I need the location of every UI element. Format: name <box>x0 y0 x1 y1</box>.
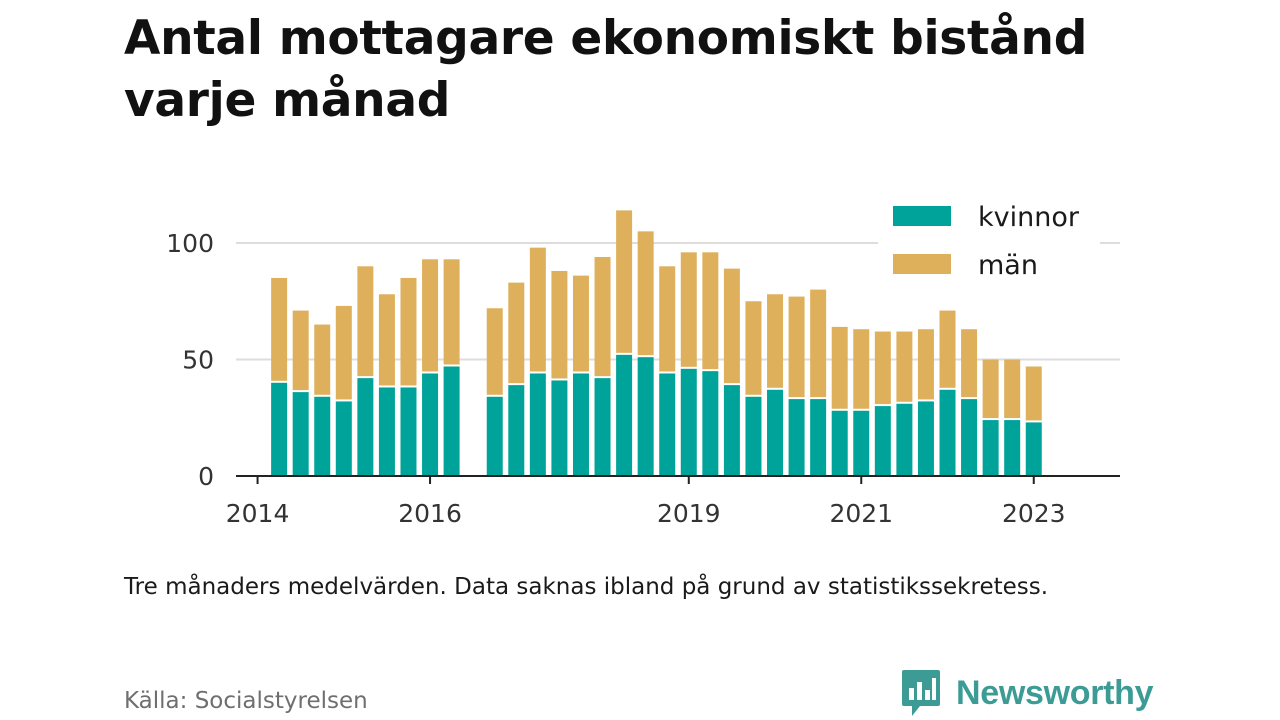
bar-kvinnor <box>831 410 848 476</box>
bar-kvinnor <box>1025 422 1042 476</box>
legend: kvinnor män <box>878 192 1100 288</box>
x-tick-label: 2021 <box>829 499 893 528</box>
bar-kvinnor <box>810 399 827 476</box>
bar-man <box>723 268 740 384</box>
bar-kvinnor <box>659 373 676 476</box>
x-tick-label: 2019 <box>657 499 721 528</box>
bar-man <box>443 259 460 365</box>
bar-man <box>810 289 827 398</box>
bar-man <box>508 282 525 384</box>
bar-kvinnor <box>896 403 913 476</box>
y-tick-label: 0 <box>198 462 214 491</box>
bar-kvinnor <box>767 389 784 476</box>
bar-kvinnor <box>292 392 309 476</box>
bar-kvinnor <box>982 420 999 476</box>
bar-kvinnor <box>939 389 956 476</box>
newsworthy-logo-icon <box>902 670 940 716</box>
bar-kvinnor <box>508 385 525 476</box>
bar-kvinnor <box>314 396 331 476</box>
bar-man <box>831 326 848 409</box>
bar-man <box>1025 366 1042 421</box>
bar-man <box>529 247 546 372</box>
legend-swatch <box>893 206 951 226</box>
bar-chart: 0 50 100 2014 2016 2019 2021 2023 kvinnor män <box>166 192 1120 528</box>
bar-kvinnor <box>422 373 439 476</box>
bar-kvinnor <box>271 382 288 476</box>
bar-kvinnor <box>551 380 568 476</box>
bar-kvinnor <box>1004 420 1021 476</box>
brand-name: Newsworthy <box>956 673 1154 712</box>
bar-man <box>551 270 568 379</box>
bar-man <box>271 277 288 381</box>
bar-kvinnor <box>723 385 740 476</box>
bar-kvinnor <box>788 399 805 476</box>
bar-man <box>745 301 762 395</box>
bar-kvinnor <box>572 373 589 476</box>
chart-note: Tre månaders medelvärden. Data saknas ib… <box>124 574 1049 600</box>
bar-man <box>292 310 309 391</box>
bar-kvinnor <box>637 357 654 476</box>
bar-man <box>896 331 913 402</box>
chart-title: Antal mottagare ekonomiskt bistånd varje… <box>124 11 1088 128</box>
bar-kvinnor <box>335 401 352 476</box>
bar-kvinnor <box>486 396 503 476</box>
bar-man <box>357 266 374 377</box>
bar-man <box>572 275 589 372</box>
bar-man <box>594 256 611 377</box>
bar-kvinnor <box>917 401 934 476</box>
bar-man <box>616 210 633 353</box>
y-tick-label: 50 <box>182 346 214 375</box>
bar-kvinnor <box>961 399 978 476</box>
bar-kvinnor <box>529 373 546 476</box>
bar-kvinnor <box>853 410 870 476</box>
bar-man <box>637 231 654 356</box>
legend-label: män <box>978 250 1038 281</box>
bar-kvinnor <box>745 396 762 476</box>
bar-man <box>422 259 439 372</box>
bar-man <box>335 305 352 400</box>
bar-man <box>486 308 503 395</box>
x-tick-label: 2014 <box>226 499 290 528</box>
bar-man <box>400 277 417 386</box>
bar-kvinnor <box>378 387 395 476</box>
bar-man <box>917 329 934 400</box>
bar-man <box>874 331 891 405</box>
bar-kvinnor <box>357 378 374 476</box>
bar-man <box>680 252 697 367</box>
x-tick-label: 2023 <box>1002 499 1066 528</box>
bar-kvinnor <box>594 378 611 476</box>
bar-man <box>1004 359 1021 419</box>
bar-man <box>378 294 395 386</box>
bar-kvinnor <box>616 354 633 476</box>
bars <box>271 210 1042 476</box>
bar-kvinnor <box>702 371 719 476</box>
bar-man <box>788 296 805 398</box>
brand-logo[interactable]: Newsworthy <box>900 668 1154 718</box>
bar-man <box>982 359 999 419</box>
bar-man <box>659 266 676 372</box>
bar-man <box>314 324 331 395</box>
source-text: Källa: Socialstyrelsen <box>124 688 368 714</box>
bar-kvinnor <box>400 387 417 476</box>
bar-man <box>961 329 978 398</box>
bar-kvinnor <box>680 368 697 476</box>
axes: 0 50 100 2014 2016 2019 2021 2023 <box>166 229 1120 528</box>
x-tick-label: 2016 <box>398 499 462 528</box>
bar-man <box>853 329 870 409</box>
bar-man <box>939 310 956 388</box>
y-tick-label: 100 <box>166 229 214 258</box>
bar-kvinnor <box>443 366 460 476</box>
legend-label: kvinnor <box>978 202 1080 233</box>
bar-man <box>702 252 719 370</box>
bar-man <box>767 294 784 388</box>
legend-swatch <box>893 254 951 274</box>
bar-kvinnor <box>874 406 891 476</box>
